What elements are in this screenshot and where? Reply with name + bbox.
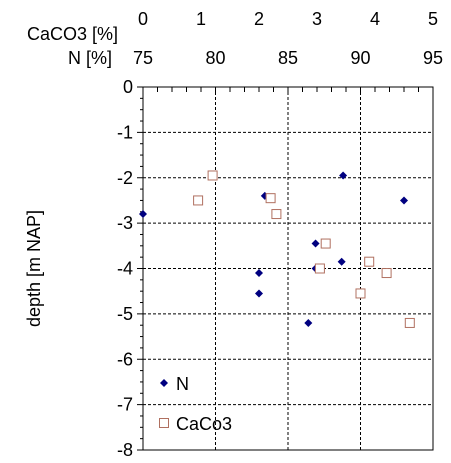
legend-caco3-label: CaCo3 bbox=[176, 414, 232, 434]
axis-ticks bbox=[137, 86, 434, 451]
n-tick-label: 90 bbox=[350, 48, 370, 68]
caco3-data-point bbox=[364, 256, 375, 267]
legend-caco3-marker bbox=[159, 418, 169, 428]
caco3-data-point bbox=[320, 238, 331, 249]
caco3-tick-label: 5 bbox=[428, 9, 438, 29]
caco3-axis-title: CaCO3 [%] bbox=[27, 24, 118, 44]
caco3-tick-label: 0 bbox=[138, 9, 148, 29]
caco3-tick-label: 1 bbox=[196, 9, 206, 29]
caco3-data-point bbox=[207, 170, 218, 181]
n-data-point bbox=[255, 269, 263, 278]
y-axis-title: depth [m NAP] bbox=[24, 210, 44, 327]
caco3-data-point bbox=[381, 268, 392, 279]
legend-n-marker bbox=[160, 379, 168, 387]
caco3-data-point bbox=[355, 288, 366, 299]
caco3-data-point bbox=[314, 263, 325, 274]
legend-item-n: N bbox=[160, 374, 189, 394]
n-axis-title: N [%] bbox=[68, 48, 112, 68]
n-tick-label: 95 bbox=[423, 48, 443, 68]
data-points bbox=[139, 170, 415, 328]
y-tick-label: 0 bbox=[123, 77, 133, 97]
y-tick-label: -1 bbox=[117, 122, 133, 142]
y-tick-label: -3 bbox=[117, 213, 133, 233]
y-tick-label: -5 bbox=[117, 304, 133, 324]
y-tick-label: -7 bbox=[117, 395, 133, 415]
n-data-point bbox=[339, 171, 348, 180]
caco3-tick-label: 3 bbox=[312, 9, 322, 29]
caco3-tick-label: 2 bbox=[254, 9, 264, 29]
caco3-data-point bbox=[265, 193, 276, 204]
y-tick-label: -4 bbox=[117, 259, 133, 279]
n-data-point bbox=[304, 318, 313, 327]
caco3-tick-label: 4 bbox=[370, 9, 380, 29]
caco3-data-point bbox=[193, 195, 204, 206]
legend-n-label: N bbox=[176, 374, 189, 394]
n-data-point bbox=[255, 289, 263, 298]
n-tick-label: 80 bbox=[205, 48, 225, 68]
n-data-point bbox=[139, 210, 147, 219]
legend-item-caco3: CaCo3 bbox=[159, 414, 232, 434]
caco3-data-point bbox=[404, 317, 415, 328]
y-tick-label: -6 bbox=[117, 349, 133, 369]
tick-labels: 0 1 2 3 4 5 75 80 85 90 95 0 -1 -2 -3 -4 -5 -6 -7 -8 bbox=[117, 9, 443, 460]
n-tick-label: 85 bbox=[278, 48, 298, 68]
n-tick-label: 75 bbox=[133, 48, 153, 68]
y-tick-label: -2 bbox=[117, 168, 133, 188]
n-data-point bbox=[400, 196, 408, 205]
n-data-point bbox=[311, 239, 320, 248]
y-tick-label: -8 bbox=[117, 440, 133, 458]
caco3-data-point bbox=[271, 209, 282, 220]
n-data-point bbox=[337, 257, 346, 266]
legend: N CaCo3 bbox=[159, 374, 232, 434]
